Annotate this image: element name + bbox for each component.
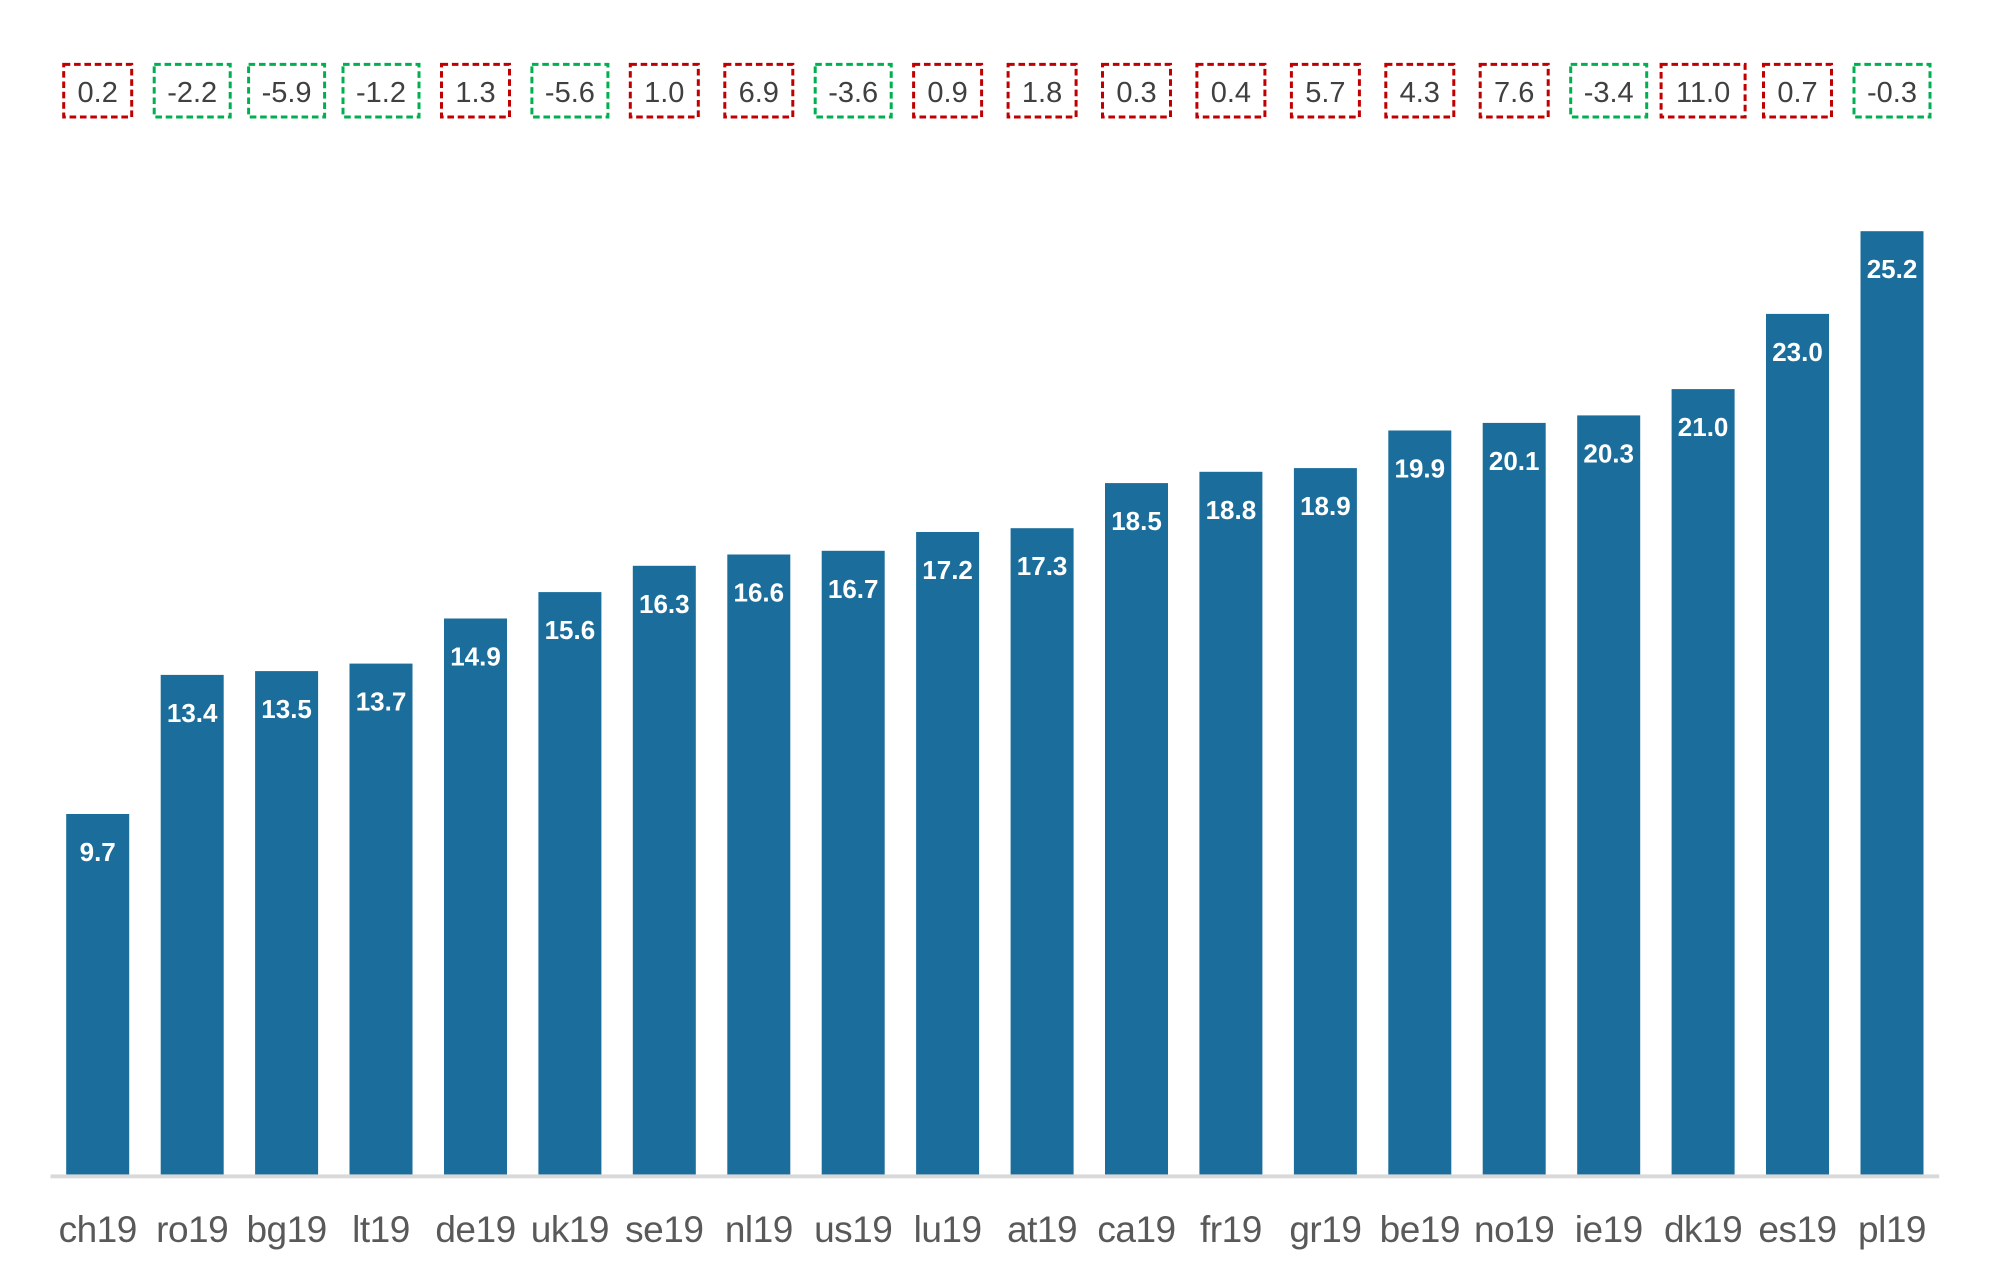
svg-text:13.4: 13.4: [167, 698, 218, 728]
svg-text:bg19: bg19: [246, 1209, 326, 1250]
svg-text:be19: be19: [1380, 1209, 1460, 1250]
svg-text:at19: at19: [1007, 1209, 1077, 1250]
svg-text:gr19: gr19: [1289, 1209, 1361, 1250]
svg-text:25.2: 25.2: [1867, 254, 1918, 284]
svg-text:18.5: 18.5: [1111, 506, 1162, 536]
svg-text:1.0: 1.0: [644, 77, 684, 109]
svg-text:ie19: ie19: [1575, 1209, 1643, 1250]
svg-text:15.6: 15.6: [545, 615, 596, 645]
svg-text:16.3: 16.3: [639, 589, 690, 619]
svg-text:de19: de19: [435, 1209, 515, 1250]
svg-text:pl19: pl19: [1858, 1209, 1926, 1250]
svg-text:17.3: 17.3: [1017, 551, 1068, 581]
svg-text:5.7: 5.7: [1305, 77, 1345, 109]
svg-text:13.5: 13.5: [261, 694, 312, 724]
svg-text:-0.3: -0.3: [1867, 77, 1917, 109]
svg-text:6.9: 6.9: [739, 77, 779, 109]
svg-text:18.9: 18.9: [1300, 491, 1351, 521]
svg-text:nl19: nl19: [725, 1209, 793, 1250]
svg-text:14.9: 14.9: [450, 642, 501, 672]
svg-text:0.4: 0.4: [1211, 77, 1251, 109]
svg-text:-5.6: -5.6: [545, 77, 595, 109]
svg-text:16.6: 16.6: [733, 578, 784, 608]
svg-text:11.0: 11.0: [1676, 77, 1730, 109]
svg-text:21.0: 21.0: [1678, 412, 1729, 442]
svg-text:ca19: ca19: [1097, 1209, 1175, 1250]
svg-text:ch19: ch19: [59, 1209, 137, 1250]
svg-text:fr19: fr19: [1200, 1209, 1262, 1250]
svg-text:0.9: 0.9: [927, 77, 967, 109]
svg-text:4.3: 4.3: [1400, 77, 1440, 109]
svg-text:20.3: 20.3: [1583, 438, 1634, 468]
svg-text:0.7: 0.7: [1777, 77, 1817, 109]
svg-text:-3.4: -3.4: [1584, 77, 1634, 109]
svg-text:7.6: 7.6: [1494, 77, 1534, 109]
svg-text:us19: us19: [814, 1209, 892, 1250]
svg-text:17.2: 17.2: [922, 555, 973, 585]
svg-text:-5.9: -5.9: [262, 77, 312, 109]
svg-text:13.7: 13.7: [356, 687, 407, 717]
svg-text:0.3: 0.3: [1116, 77, 1156, 109]
svg-text:9.7: 9.7: [80, 837, 116, 867]
svg-text:-3.6: -3.6: [828, 77, 878, 109]
svg-text:20.1: 20.1: [1489, 446, 1540, 476]
svg-text:16.7: 16.7: [828, 574, 879, 604]
svg-text:ro19: ro19: [156, 1209, 228, 1250]
svg-text:18.8: 18.8: [1206, 495, 1257, 525]
svg-text:se19: se19: [625, 1209, 703, 1250]
svg-text:19.9: 19.9: [1394, 454, 1445, 484]
svg-text:dk19: dk19: [1664, 1209, 1742, 1250]
svg-text:lt19: lt19: [352, 1209, 410, 1250]
svg-text:0.2: 0.2: [78, 77, 118, 109]
svg-text:1.3: 1.3: [455, 77, 495, 109]
svg-text:lu19: lu19: [914, 1209, 982, 1250]
svg-text:-2.2: -2.2: [167, 77, 217, 109]
svg-text:es19: es19: [1758, 1209, 1836, 1250]
svg-text:uk19: uk19: [531, 1209, 609, 1250]
svg-text:23.0: 23.0: [1772, 337, 1823, 367]
svg-text:-1.2: -1.2: [356, 77, 406, 109]
svg-text:1.8: 1.8: [1022, 77, 1062, 109]
svg-text:no19: no19: [1474, 1209, 1554, 1250]
